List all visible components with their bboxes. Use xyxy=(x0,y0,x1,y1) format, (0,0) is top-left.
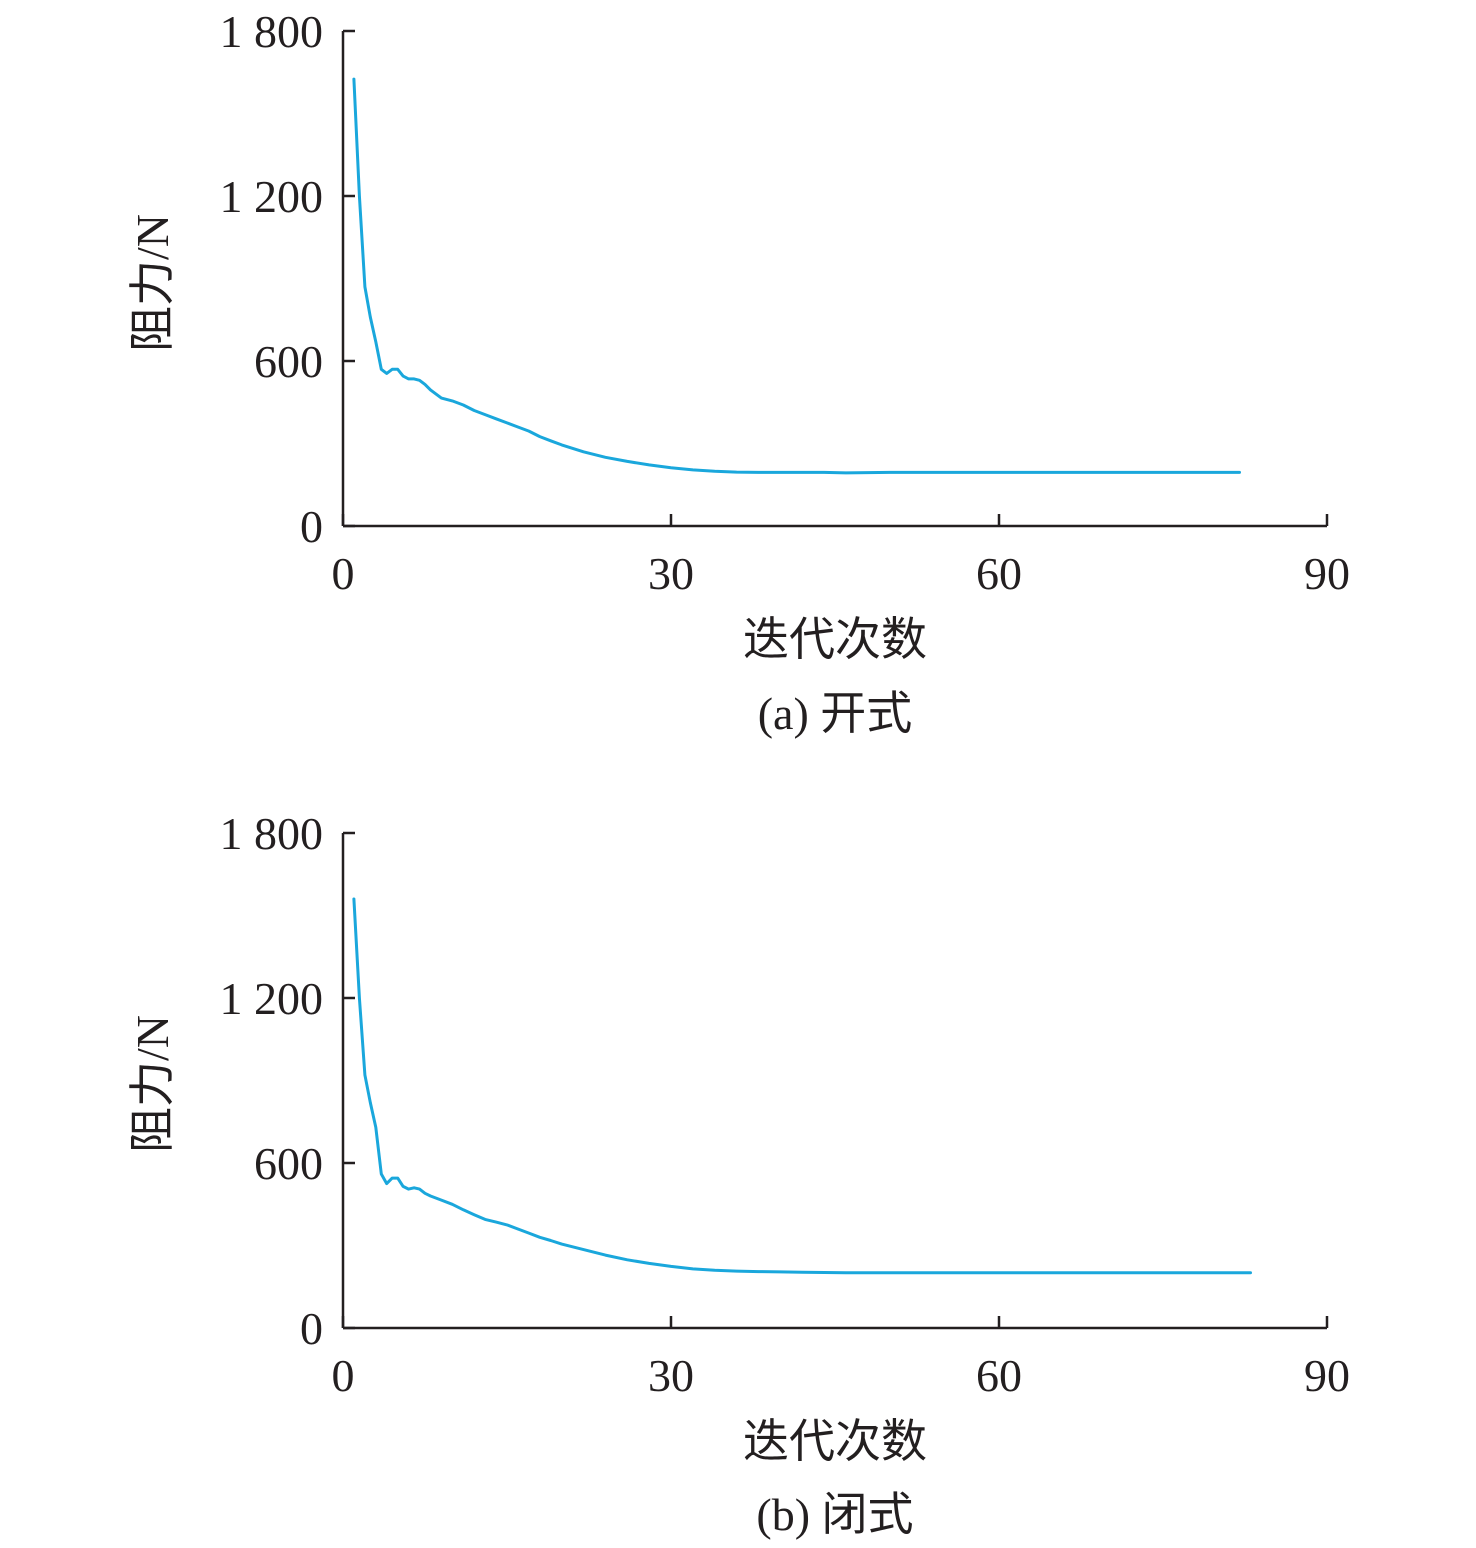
series-line xyxy=(352,77,1241,475)
chart-b: 0 600 1 200 1 800 0 30 60 90 阻力/N 迭代次数 (b) 闭式 xyxy=(127,808,1350,1540)
chart-a: 0 600 1 200 1 800 0 30 60 90 阻力/N 迭代次数 (a) 开式 xyxy=(127,6,1350,739)
chart-caption: (a) 开式 xyxy=(758,688,913,739)
y-tick-label: 0 xyxy=(300,1303,323,1354)
x-axis-label: 迭代次数 xyxy=(743,614,927,665)
x-tick-label: 0 xyxy=(332,548,355,599)
x-tick-label: 90 xyxy=(1304,1350,1350,1401)
x-ticks: 0 30 60 90 xyxy=(332,514,1350,599)
y-tick-label: 1 800 xyxy=(220,808,324,859)
y-ticks: 0 600 1 200 1 800 xyxy=(220,6,355,552)
series-line xyxy=(352,897,1252,1275)
x-axis-label: 迭代次数 xyxy=(743,1416,927,1467)
x-tick-label: 60 xyxy=(976,1350,1022,1401)
x-tick-label: 30 xyxy=(648,1350,694,1401)
y-tick-label: 1 800 xyxy=(220,6,324,57)
x-ticks: 0 30 60 90 xyxy=(332,1316,1350,1401)
y-tick-label: 0 xyxy=(300,501,323,552)
y-tick-label: 1 200 xyxy=(220,171,324,222)
x-tick-label: 0 xyxy=(332,1350,355,1401)
y-tick-label: 600 xyxy=(254,336,323,387)
y-tick-label: 1 200 xyxy=(220,973,324,1024)
chart-caption: (b) 闭式 xyxy=(756,1489,913,1540)
y-axis-label: 阻力/N xyxy=(127,1015,178,1153)
y-axis-label: 阻力/N xyxy=(127,214,178,352)
x-tick-label: 90 xyxy=(1304,548,1350,599)
x-tick-label: 30 xyxy=(648,548,694,599)
x-tick-label: 60 xyxy=(976,548,1022,599)
y-ticks: 0 600 1 200 1 800 xyxy=(220,808,355,1354)
y-tick-label: 600 xyxy=(254,1138,323,1189)
